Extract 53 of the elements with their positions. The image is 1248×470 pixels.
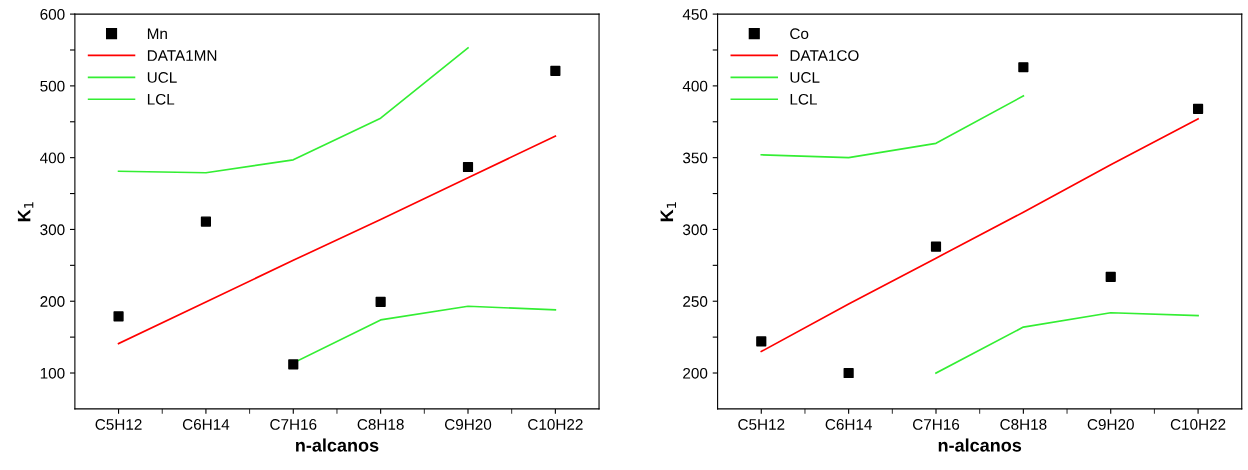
x-tick-label: C10H22 xyxy=(1170,419,1226,430)
x-axis-title: n-alcanos xyxy=(296,438,379,452)
point xyxy=(1018,62,1029,73)
legend-label: LCL xyxy=(147,93,175,105)
line-series xyxy=(935,311,1199,374)
line-series xyxy=(117,47,469,174)
point xyxy=(930,241,942,252)
y-tick-label: 200 xyxy=(40,296,65,307)
y-axis-title: K$_{1}$ xyxy=(660,202,677,222)
x-tick-label: C5H12 xyxy=(95,419,142,430)
y-tick-label: 600 xyxy=(40,8,65,20)
y-tick-label: 500 xyxy=(40,80,65,92)
legend-label: UCL xyxy=(147,72,177,83)
x-tick-label: C10H22 xyxy=(528,419,583,430)
point xyxy=(843,367,854,379)
y-axis-title: K$_{1}$ xyxy=(17,202,34,222)
point xyxy=(1105,271,1116,282)
point xyxy=(756,336,767,347)
line-series xyxy=(760,118,1199,353)
legend-label: DATA1MN xyxy=(147,50,217,61)
x-tick-label: C5H12 xyxy=(738,419,785,430)
y-tick-label: 450 xyxy=(682,8,708,20)
point xyxy=(462,161,474,173)
y-tick-label: 250 xyxy=(683,296,708,307)
point xyxy=(200,216,212,227)
legend-label: LCL xyxy=(790,93,817,105)
point xyxy=(1192,103,1204,114)
x-tick-label: C8H18 xyxy=(357,419,404,430)
y-tick-label: 400 xyxy=(40,152,65,164)
x-tick-label: C6H14 xyxy=(182,419,230,430)
x-tick-label: C7H16 xyxy=(270,419,317,430)
y-tick-label: 100 xyxy=(40,367,65,379)
x-tick-label: C7H16 xyxy=(913,419,960,430)
y-tick-label: 200 xyxy=(683,367,708,379)
point xyxy=(550,65,561,76)
x-tick-label: C8H18 xyxy=(1000,419,1047,430)
legend-label: DATA1CO xyxy=(790,50,859,61)
legend-label: Co xyxy=(790,28,809,40)
point xyxy=(375,296,386,308)
y-tick-label: 350 xyxy=(682,152,708,164)
y-tick-label: 300 xyxy=(682,224,708,236)
legend-label: Mn xyxy=(147,28,167,39)
x-tick-label: C9H20 xyxy=(1087,419,1134,430)
y-tick-label: 300 xyxy=(40,224,65,236)
line-series xyxy=(117,135,557,345)
x-tick-label: C9H20 xyxy=(445,419,492,430)
legend-label: UCL xyxy=(790,72,820,83)
y-tick-label: 400 xyxy=(682,80,708,92)
point xyxy=(288,359,299,370)
point xyxy=(113,311,124,322)
line-series xyxy=(760,95,1025,159)
x-tick-label: C6H14 xyxy=(825,419,872,430)
x-axis-title: n-alcanos xyxy=(938,438,1022,452)
